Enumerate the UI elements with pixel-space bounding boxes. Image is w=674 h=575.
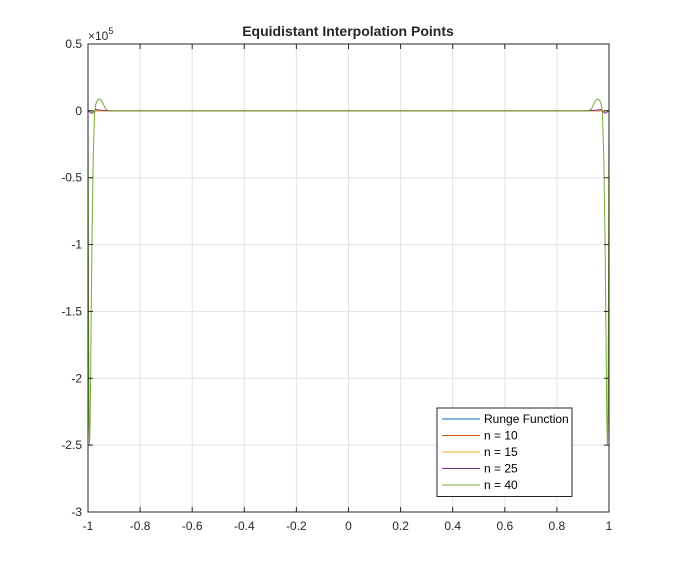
y-tick-label: -1 [71,238,82,252]
x-tick-label: 1 [606,519,613,533]
y-tick-label: -1.5 [61,304,82,318]
legend-label: n = 10 [484,429,518,443]
legend: Runge Function n = 10 n = 15 n = 25 n = 40 [436,407,573,497]
series-layer [87,98,610,446]
y-tick-label: -2.5 [61,438,82,452]
x-tick-label: 0.6 [496,519,513,533]
legend-label: n = 40 [484,478,518,492]
tick-labels: -1 -0.8 -0.6 -0.4 -0.2 0 0.2 0.4 0.6 0.8 1 0.5 0 -0.5… [61,37,612,533]
series-line-n-40 [87,98,610,446]
y-tick-label: -3 [71,505,82,519]
chart-title: Equidistant Interpolation Points [242,23,454,39]
x-tick-label: -0.4 [234,519,255,533]
y-tick-label: 0 [75,104,82,118]
x-tick-label: 0 [345,519,352,533]
x-tick-label: -0.8 [130,519,151,533]
y-tick-label: -2 [71,371,82,385]
y-exponent-power: 5 [108,26,113,36]
legend-label: n = 15 [484,445,518,459]
x-tick-label: -0.2 [286,519,307,533]
y-tick-label: 0.5 [65,37,82,51]
y-exponent-base: ×10 [88,29,109,43]
x-tick-label: -0.6 [182,519,203,533]
legend-label: n = 25 [484,462,518,476]
ticks [87,43,610,513]
x-tick-label: 0.4 [444,519,461,533]
x-tick-label: -1 [83,519,94,533]
x-tick-label: 0.2 [392,519,409,533]
legend-label: Runge Function [484,412,569,426]
x-tick-label: 0.8 [549,519,566,533]
y-tick-label: -0.5 [61,171,82,185]
y-exponent-label: ×105 [88,26,113,43]
